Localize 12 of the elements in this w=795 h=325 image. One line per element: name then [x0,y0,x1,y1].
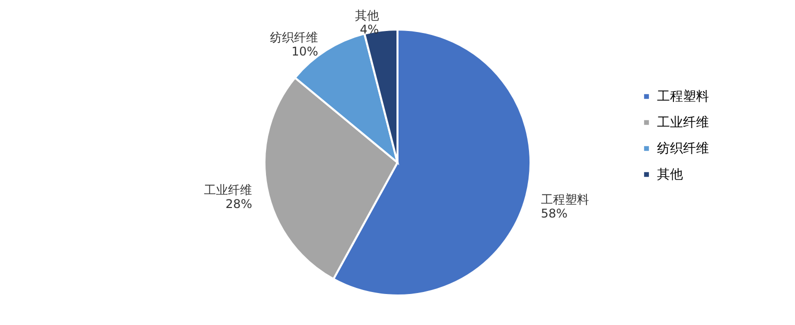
slice-label: 工程塑料 [540,192,589,206]
slice-label: 工业纤维 [204,183,252,198]
legend-label: 其他 [657,168,683,182]
data-label: 10% [292,44,318,59]
legend-label: 纺织纤维 [657,142,709,156]
data-label: 4% [360,22,379,37]
legend-label: 工业纤维 [657,116,709,130]
slice-label: 其他 [354,8,379,23]
data-label: 28% [225,197,252,212]
data-label: 58% [540,206,568,220]
legend-label: 工程塑料 [657,88,709,104]
slice-label: 纺织纤维 [270,30,318,45]
